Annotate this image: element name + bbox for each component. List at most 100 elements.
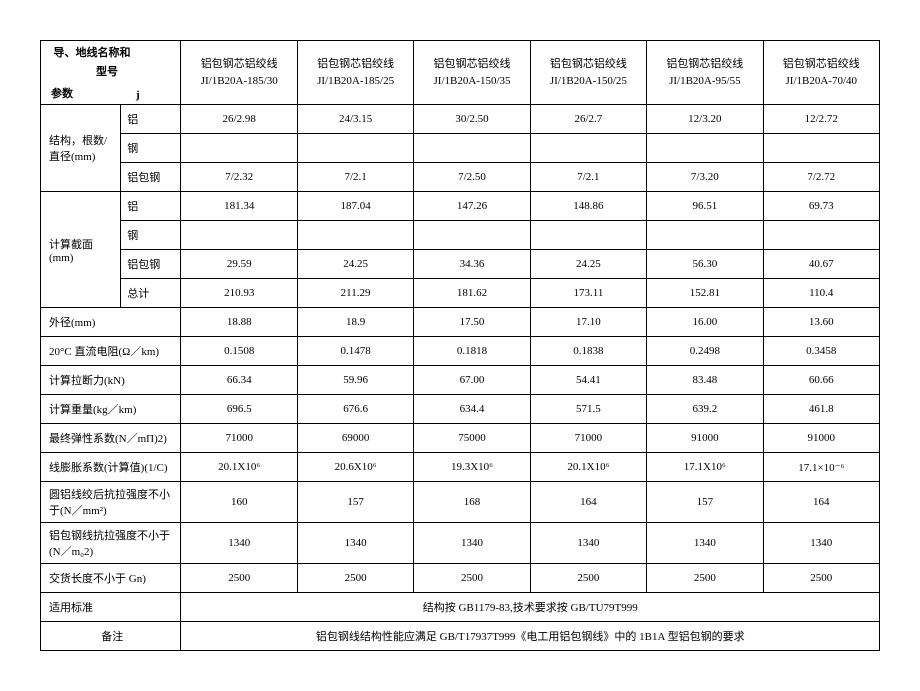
cell: 571.5 bbox=[530, 395, 646, 424]
cell: 18.88 bbox=[181, 308, 297, 337]
cell: 2500 bbox=[530, 564, 646, 593]
cell: 60.66 bbox=[763, 366, 879, 395]
corner-header: 导、地线名称和 型号 参数 j bbox=[41, 41, 181, 105]
row-label: 圆铝线绞后抗拉强度不小于(N／mm²) bbox=[41, 482, 181, 523]
cell: 2500 bbox=[181, 564, 297, 593]
table-row: 计算拉断力(kN)66.3459.9667.0054.4183.4860.66 bbox=[41, 366, 880, 395]
cell: 160 bbox=[181, 482, 297, 523]
cell bbox=[181, 134, 297, 163]
row-label: 20°C 直流电阻(Ω／km) bbox=[41, 337, 181, 366]
cell: 168 bbox=[414, 482, 530, 523]
cell: 2500 bbox=[414, 564, 530, 593]
row-label: 铝包钢线抗拉强度不小于(N／m₀2) bbox=[41, 523, 181, 564]
note-value: 铝包钢线结构性能应满足 GB/T17937T999《电工用铝包钢线》中的 1B1… bbox=[181, 622, 880, 651]
table-row: 钢 bbox=[41, 221, 880, 250]
cell: 71000 bbox=[181, 424, 297, 453]
cell: 17.50 bbox=[414, 308, 530, 337]
cell bbox=[297, 221, 413, 250]
cell: 164 bbox=[763, 482, 879, 523]
cell bbox=[763, 134, 879, 163]
cell: 1340 bbox=[647, 523, 763, 564]
cell: 0.1508 bbox=[181, 337, 297, 366]
cell: 83.48 bbox=[647, 366, 763, 395]
cell: 1340 bbox=[530, 523, 646, 564]
cell: 696.5 bbox=[181, 395, 297, 424]
cell: 7/2.1 bbox=[530, 163, 646, 192]
cell bbox=[647, 221, 763, 250]
cell: 461.8 bbox=[763, 395, 879, 424]
cell: 164 bbox=[530, 482, 646, 523]
cell: 17.10 bbox=[530, 308, 646, 337]
table-row: 总计 210.93 211.29 181.62 173.11 152.81 11… bbox=[41, 279, 880, 308]
row-label: 线膨胀系数(计算值)(1/C) bbox=[41, 453, 181, 482]
table-row: 铝包钢 7/2.32 7/2.1 7/2.50 7/2.1 7/3.20 7/2… bbox=[41, 163, 880, 192]
table-row: 20°C 直流电阻(Ω／km)0.15080.14780.18180.18380… bbox=[41, 337, 880, 366]
sub-label: 铝 bbox=[121, 192, 181, 221]
table-row: 最终弹性系数(N／mΠ)2)71000690007500071000910009… bbox=[41, 424, 880, 453]
cell: 634.4 bbox=[414, 395, 530, 424]
cell bbox=[297, 134, 413, 163]
cell: 211.29 bbox=[297, 279, 413, 308]
cell: 71000 bbox=[530, 424, 646, 453]
group2-label: 计算截面(mm) bbox=[41, 192, 121, 308]
cell: 26/2.7 bbox=[530, 105, 646, 134]
row-label: 计算重量(kg／km) bbox=[41, 395, 181, 424]
row-label: 计算拉断力(kN) bbox=[41, 366, 181, 395]
cell: 2500 bbox=[297, 564, 413, 593]
cell: 7/2.50 bbox=[414, 163, 530, 192]
sub-label: 铝包钢 bbox=[121, 250, 181, 279]
col-head-4: 铝包钢芯铝绞线JI/1B20A-95/55 bbox=[647, 41, 763, 105]
note-label: 备注 bbox=[41, 622, 181, 651]
cell: 676.6 bbox=[297, 395, 413, 424]
table-row: 交货长度不小于 Gn)250025002500250025002500 bbox=[41, 564, 880, 593]
cell: 0.1838 bbox=[530, 337, 646, 366]
cell: 0.1818 bbox=[414, 337, 530, 366]
std-value: 结构按 GB1179-83,技术要求按 GB/TU79T999 bbox=[181, 593, 880, 622]
cell: 24.25 bbox=[297, 250, 413, 279]
row-label: 交货长度不小于 Gn) bbox=[41, 564, 181, 593]
cell: 1340 bbox=[414, 523, 530, 564]
cell: 19.3X10⁶ bbox=[414, 453, 530, 482]
cell: 20.1X10⁶ bbox=[530, 453, 646, 482]
col-head-5: 铝包钢芯铝绞线JI/1B20A-70/40 bbox=[763, 41, 879, 105]
corner-top: 导、地线名称和 bbox=[53, 44, 130, 60]
cell: 2500 bbox=[647, 564, 763, 593]
cell: 24/3.15 bbox=[297, 105, 413, 134]
cell bbox=[181, 221, 297, 250]
cell: 210.93 bbox=[181, 279, 297, 308]
table-row: 计算截面(mm) 铝 181.34 187.04 147.26 148.86 9… bbox=[41, 192, 880, 221]
cell: 7/2.1 bbox=[297, 163, 413, 192]
sub-label: 总计 bbox=[121, 279, 181, 308]
col-head-3: 铝包钢芯铝绞线JI/1B20A-150/25 bbox=[530, 41, 646, 105]
cell bbox=[530, 134, 646, 163]
table-row: 钢 bbox=[41, 134, 880, 163]
cell: 29.59 bbox=[181, 250, 297, 279]
cell: 181.62 bbox=[414, 279, 530, 308]
cell: 26/2.98 bbox=[181, 105, 297, 134]
corner-j: j bbox=[136, 89, 140, 101]
table-row: 圆铝线绞后抗拉强度不小于(N／mm²)160157168164157164 bbox=[41, 482, 880, 523]
cell: 67.00 bbox=[414, 366, 530, 395]
group1-label: 结构，根数/直径(mm) bbox=[41, 105, 121, 192]
cell bbox=[763, 221, 879, 250]
cell bbox=[530, 221, 646, 250]
table-row: 铝包钢 29.59 24.25 34.36 24.25 56.30 40.67 bbox=[41, 250, 880, 279]
cell: 91000 bbox=[647, 424, 763, 453]
cell: 157 bbox=[647, 482, 763, 523]
row-label: 外径(mm) bbox=[41, 308, 181, 337]
cell: 54.41 bbox=[530, 366, 646, 395]
cell: 2500 bbox=[763, 564, 879, 593]
cell: 7/2.32 bbox=[181, 163, 297, 192]
cell: 66.34 bbox=[181, 366, 297, 395]
cell bbox=[414, 221, 530, 250]
cell: 157 bbox=[297, 482, 413, 523]
sub-label: 钢 bbox=[121, 134, 181, 163]
sub-label: 铝 bbox=[121, 105, 181, 134]
cell: 147.26 bbox=[414, 192, 530, 221]
table-row: 计算重量(kg／km)696.5676.6634.4571.5639.2461.… bbox=[41, 395, 880, 424]
spec-table: 导、地线名称和 型号 参数 j 铝包钢芯铝绞线JI/1B20A-185/30 铝… bbox=[40, 40, 880, 651]
cell: 1340 bbox=[181, 523, 297, 564]
cell: 0.3458 bbox=[763, 337, 879, 366]
cell: 18.9 bbox=[297, 308, 413, 337]
cell: 1340 bbox=[297, 523, 413, 564]
